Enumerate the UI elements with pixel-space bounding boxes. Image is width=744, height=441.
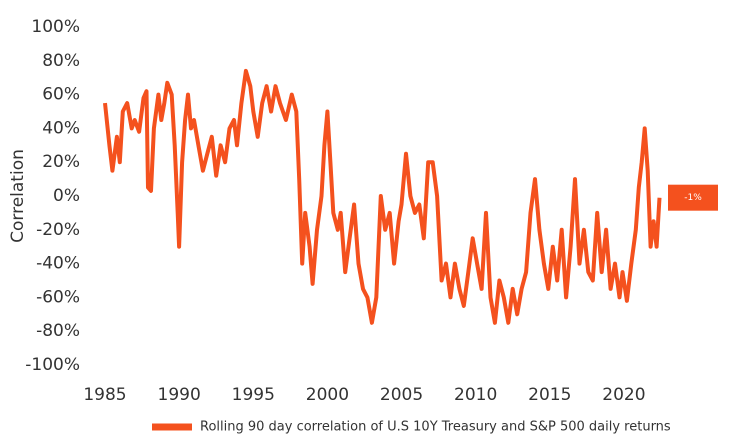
y-tick-label: -20%	[36, 220, 80, 240]
y-tick-label: 100%	[31, 17, 80, 37]
y-tick-label: -60%	[36, 287, 80, 307]
end-label: -1%	[684, 193, 702, 203]
y-tick-label: -100%	[25, 355, 80, 375]
legend-label: Rolling 90 day correlation of U.S 10Y Tr…	[200, 420, 671, 435]
x-tick-label: 2000	[306, 385, 349, 405]
x-tick-label: 1985	[83, 385, 126, 405]
series-line	[103, 68, 662, 325]
x-tick-label: 1995	[232, 385, 275, 405]
y-tick-label: 20%	[42, 152, 80, 172]
x-tick-label: 1990	[158, 385, 201, 405]
x-tick-label: 2005	[380, 385, 423, 405]
x-tick-label: 2015	[528, 385, 571, 405]
y-axis-label: Correlation	[8, 149, 28, 243]
y-tick-label: 0%	[53, 186, 80, 206]
y-tick-label: -80%	[36, 321, 80, 341]
end-label-box	[668, 184, 718, 211]
y-tick-label: 80%	[42, 51, 80, 71]
x-tick-label: 2020	[602, 385, 645, 405]
y-tick-label: 40%	[42, 118, 80, 138]
x-tick-label: 2010	[454, 385, 497, 405]
y-tick-label: 60%	[42, 85, 80, 105]
y-tick-label: -40%	[36, 254, 80, 274]
